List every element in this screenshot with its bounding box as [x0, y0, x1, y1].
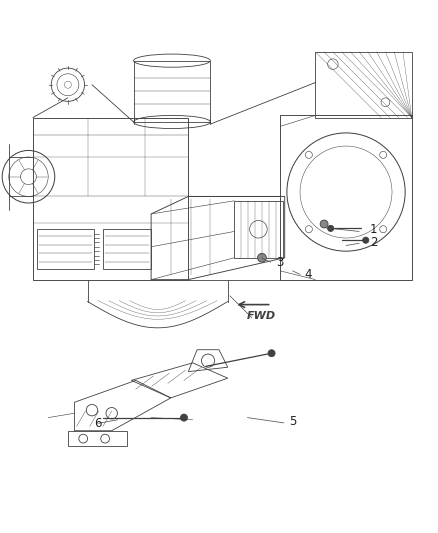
Bar: [103, 229, 151, 269]
Bar: [315, 52, 412, 118]
Bar: [234, 201, 283, 258]
Text: 4: 4: [304, 268, 312, 281]
Circle shape: [328, 225, 334, 231]
Circle shape: [320, 220, 328, 228]
Text: 6: 6: [94, 417, 102, 430]
Bar: [37, 229, 94, 269]
Circle shape: [268, 350, 275, 357]
Text: 3: 3: [276, 256, 283, 269]
Bar: [134, 61, 210, 122]
Circle shape: [258, 253, 266, 262]
Circle shape: [363, 237, 369, 243]
Text: 1: 1: [370, 223, 378, 236]
Text: 2: 2: [370, 236, 378, 249]
Circle shape: [180, 414, 187, 421]
Text: 5: 5: [289, 416, 297, 429]
Text: FWD: FWD: [247, 311, 276, 321]
